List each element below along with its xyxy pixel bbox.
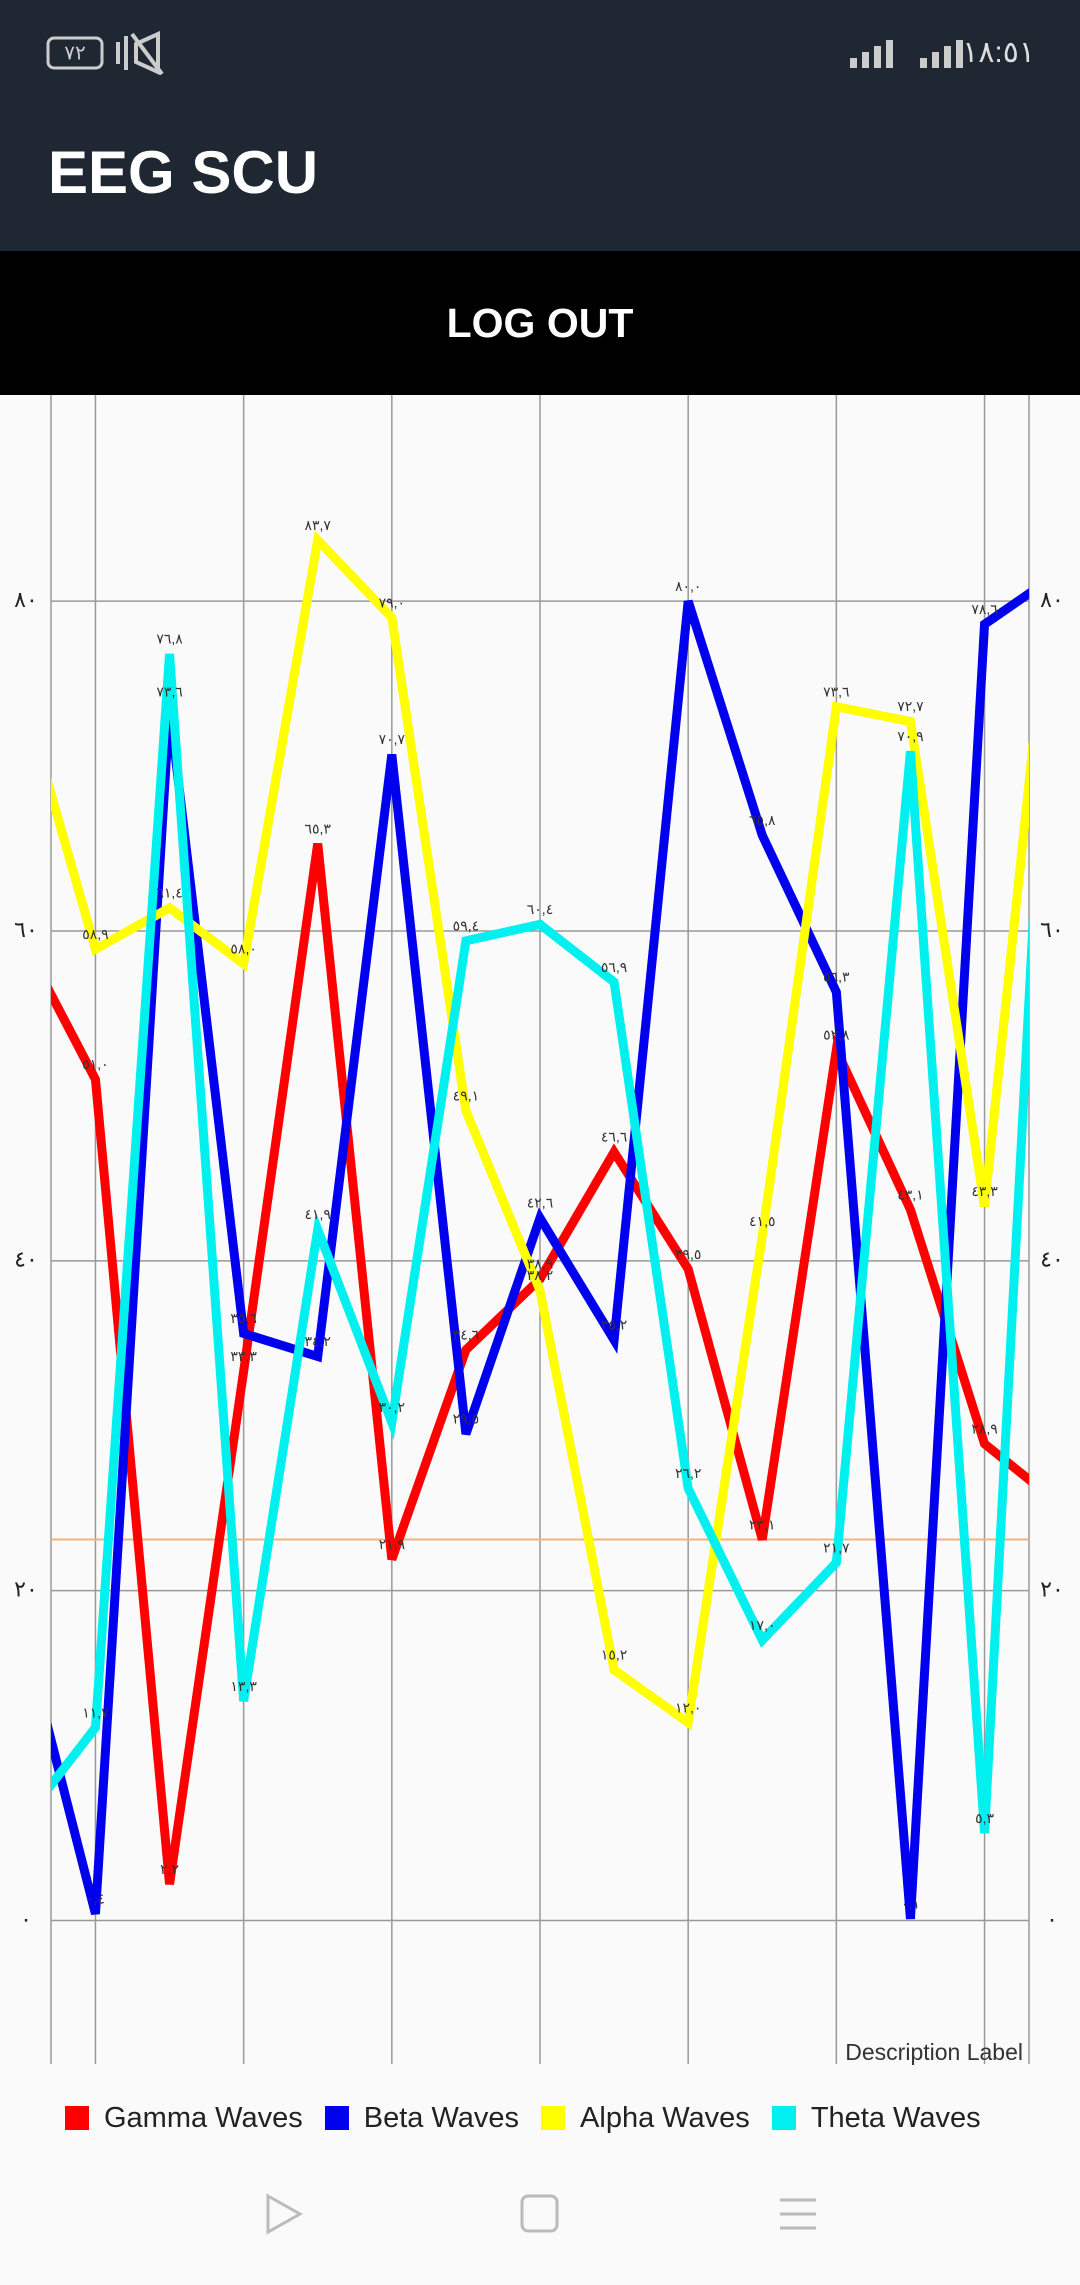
y-tick-label: ٠ — [20, 1906, 32, 1931]
y-tick-label: ٦٠ — [14, 917, 38, 942]
data-label: ٨٠,٠ — [675, 578, 701, 594]
legend-item: Alpha Waves — [541, 2102, 750, 2135]
legend-swatch — [771, 2106, 796, 2130]
data-label: ٥١,٠ — [82, 1056, 108, 1072]
logout-button[interactable]: LOG OUT — [0, 251, 1080, 395]
nav-bar — [0, 2160, 1080, 2280]
description: Description Label — [845, 2039, 1023, 2065]
y-tick-label: ٨٠ — [14, 587, 38, 612]
data-label: ٥٨,٠ — [230, 941, 256, 957]
data-label: ٠,٤ — [86, 1891, 105, 1907]
data-label: ٥٦,٩ — [601, 959, 627, 975]
data-line — [51, 653, 1029, 1834]
mute-icon — [116, 30, 164, 76]
data-line — [51, 588, 1029, 1920]
legend-swatch — [541, 2106, 566, 2130]
legend-label: Gamma Waves — [104, 2101, 303, 2134]
y-tick-label: ٢٠ — [14, 1576, 38, 1601]
legend-label: Alpha Waves — [580, 2101, 750, 2134]
data-label: ٢١,٩ — [379, 1536, 405, 1552]
data-label: ٥٨,٩ — [82, 926, 108, 942]
data-label: ١٣,٣ — [230, 1678, 257, 1694]
data-label: ٧٨,٦ — [971, 601, 997, 617]
data-label: ٧٣,٦ — [156, 683, 182, 699]
chart: ٠ ٠ ٢٠ ٢٠ ٤٠ ٤٠ ٦٠ ٦٠ ٨٠ ٨٠ ٥١,٠ ٢,٢ ٣٣,٣ ٦٥,٣ ٢١,٩ ٣٤,… — [14, 395, 1064, 2065]
data-label: ٣٩,٥ — [675, 1246, 701, 1262]
data-label: ٣٠,٢ — [379, 1399, 405, 1415]
y2-tick-label: ٦٠ — [1040, 917, 1064, 942]
data-label: ٥,٣ — [975, 1810, 994, 1826]
data-label: ٤٦,٦ — [601, 1129, 627, 1145]
legend-swatch — [65, 2106, 89, 2130]
data-label: ٨٣,٧ — [305, 517, 332, 533]
status-icons: ٧٢ ١٨:٥١ — [46, 30, 1035, 76]
data-label: ٥٦,٣ — [823, 969, 850, 985]
y2-tick-label: ٨٠ — [1040, 587, 1064, 612]
y-tick-label: ٤٠ — [14, 1247, 38, 1272]
data-label: ١٢,٠ — [675, 1699, 701, 1715]
battery-icon — [46, 36, 104, 70]
legend-item: Gamma Waves — [65, 2102, 303, 2135]
data-label: ٦١,٤ — [156, 885, 182, 901]
data-label: ٣٥,٦ — [230, 1310, 256, 1326]
legend-item: Theta Waves — [771, 2101, 981, 2135]
data-label: ١٧,٠ — [749, 1617, 775, 1633]
status-bar: ٧٢ ١٨:٥١ — [0, 0, 1080, 106]
y2-tick-label: ٤٠ — [1040, 1247, 1064, 1272]
app-title: EEG SCU — [48, 139, 319, 206]
data-label: ٤٣,١ — [897, 1186, 923, 1202]
data-label: ٢٣,١ — [749, 1516, 775, 1532]
data-label: ٣٤,٦ — [453, 1327, 479, 1343]
data-label: ٣٨,٢ — [527, 1267, 553, 1283]
data-label: ٣٨,٩ — [527, 1256, 553, 1272]
legend-item: Beta Waves — [324, 2101, 520, 2135]
y2-tick-label: ٢٠ — [1040, 1576, 1064, 1601]
data-label: ٥٩,٤ — [453, 918, 479, 934]
data-label: ١١,٧ — [82, 1704, 109, 1720]
data-label: ٢٦,٢ — [675, 1465, 701, 1481]
data-label: ٧٩,٠ — [379, 594, 405, 610]
data-label: ٧٣,٦ — [823, 683, 849, 699]
signal-icon — [850, 40, 963, 68]
home-button[interactable] — [520, 2194, 559, 2233]
y2-tick-label: ٠ — [1046, 1906, 1058, 1931]
data-label: ٧٢,٧ — [897, 698, 924, 714]
data-line — [51, 530, 1029, 1731]
data-label: ٤٣,٣ — [971, 1183, 998, 1199]
data-label: ٢١,٧ — [823, 1539, 850, 1555]
data-label: ٣٣,٣ — [230, 1348, 257, 1364]
data-label: ٣٥,٢ — [601, 1317, 627, 1333]
data-label: ٥٢,٨ — [823, 1026, 850, 1042]
data-label: ٧٠,٩ — [897, 728, 923, 744]
legend-label: Theta Waves — [810, 2101, 981, 2134]
nav-icons — [266, 2193, 816, 2235]
data-label: ٢,٢ — [160, 1861, 179, 1877]
data-label: ٧٦,٨ — [156, 631, 183, 647]
data-label: ٦٥,٨ — [749, 812, 776, 828]
data-label: ٢٨,٩ — [971, 1421, 997, 1437]
data-label: ١٥,٢ — [601, 1647, 627, 1663]
back-button[interactable] — [266, 2193, 304, 2235]
legend: Gamma Waves Beta Waves Alpha Waves Theta Wa… — [65, 2098, 1003, 2138]
clock: ١٨:٥١ — [962, 36, 1035, 69]
data-label: ٠,١ — [901, 1896, 920, 1912]
data-label: ٢٩,٥ — [453, 1411, 479, 1427]
menu-button[interactable] — [780, 2198, 816, 2230]
battery-level: ٧٢ — [64, 42, 85, 64]
legend-label: Beta Waves — [363, 2101, 520, 2134]
data-label: ٤٢,٦ — [527, 1195, 553, 1211]
data-label: ٣٤,٢ — [305, 1333, 331, 1349]
data-label: ٤١,٩ — [305, 1206, 331, 1222]
app-bar: EEG SCU — [0, 106, 1080, 251]
data-label: ٦٠,٤ — [527, 901, 553, 917]
legend-swatch — [324, 2106, 349, 2130]
data-label: ٧٠,٧ — [379, 731, 406, 747]
data-label: ٤٩,١ — [453, 1087, 479, 1103]
data-label: ٤١,٥ — [749, 1213, 775, 1229]
data-label: ٦٥,٣ — [305, 820, 332, 836]
